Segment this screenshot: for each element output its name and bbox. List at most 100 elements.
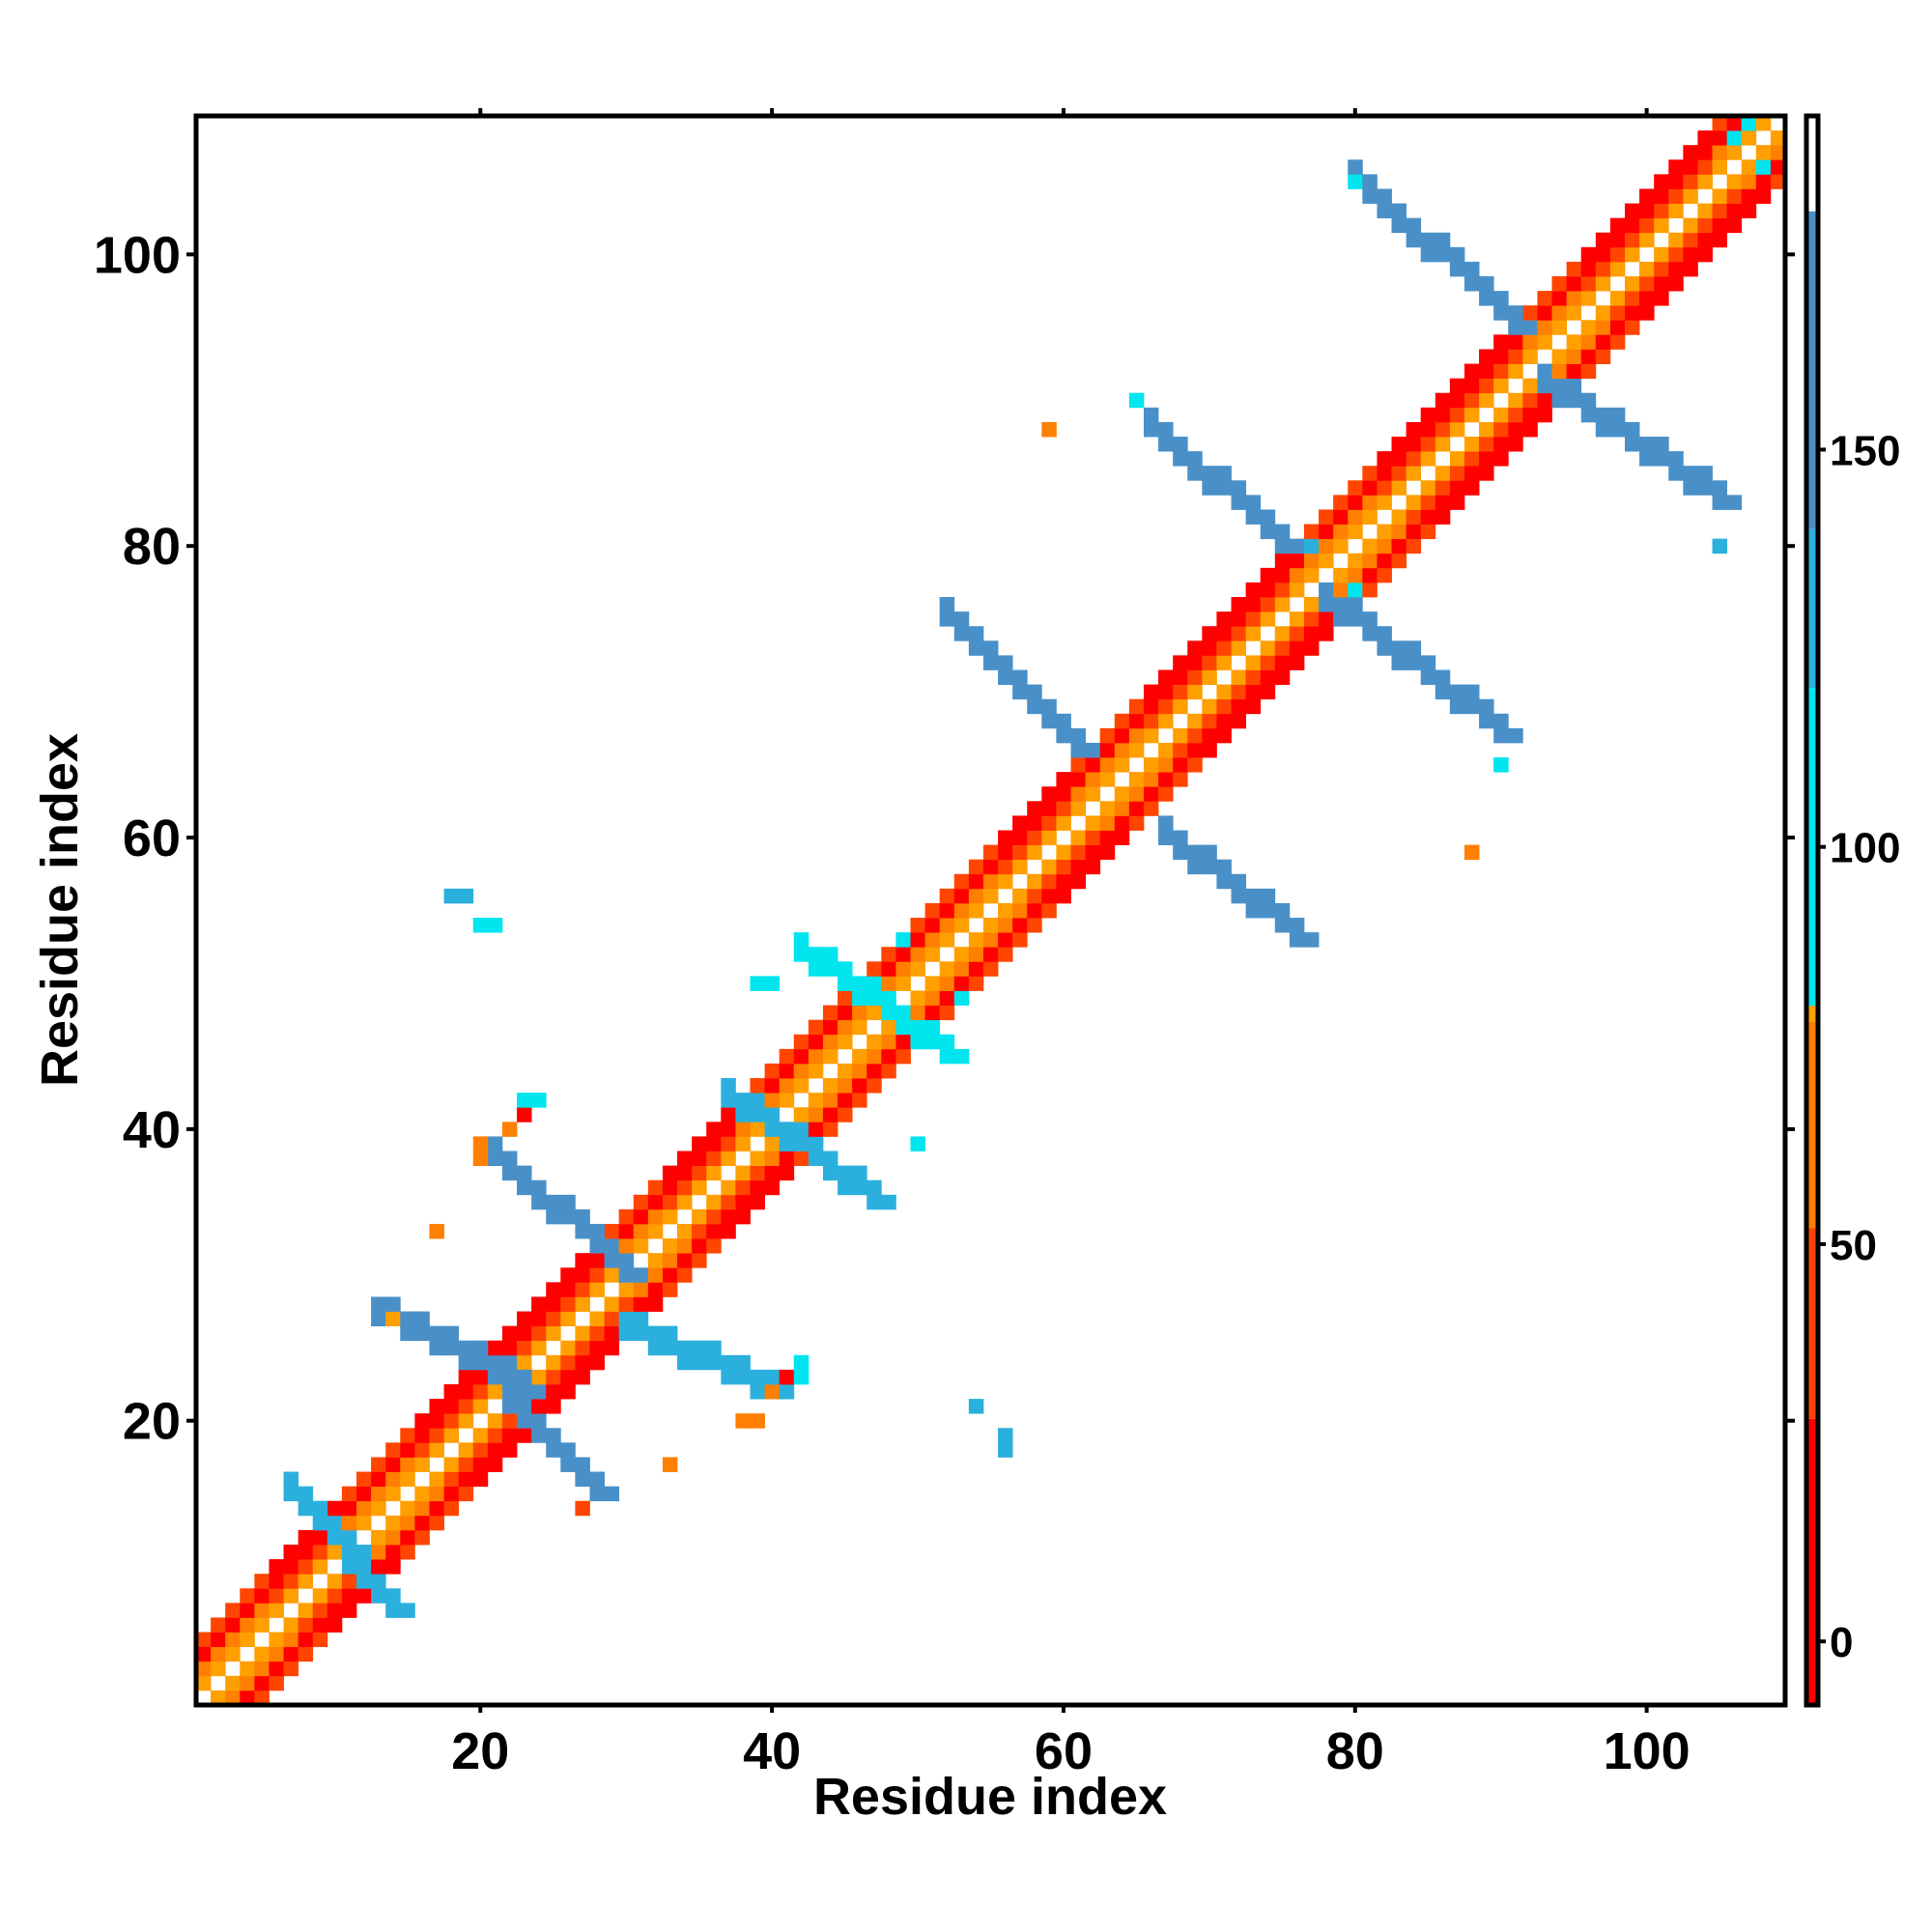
- heatmap-cell: [1508, 392, 1523, 409]
- heatmap-cell: [1537, 378, 1552, 394]
- heatmap-cell: [1493, 727, 1509, 744]
- heatmap-cell: [501, 1151, 518, 1167]
- heatmap-cell: [298, 1603, 314, 1618]
- heatmap-cell: [779, 1063, 795, 1079]
- heatmap-cell: [1406, 655, 1422, 670]
- heatmap-cell: [1391, 553, 1407, 569]
- heatmap-cell: [1158, 713, 1174, 729]
- heatmap-cell: [371, 1471, 386, 1488]
- heatmap-cell: [531, 1428, 547, 1443]
- heatmap-cell: [1245, 495, 1262, 510]
- heatmap-cell: [1609, 305, 1626, 321]
- heatmap-cell: [910, 1136, 925, 1151]
- heatmap-cell: [721, 1194, 736, 1210]
- heatmap-cell: [1303, 640, 1320, 656]
- heatmap-cell: [1202, 626, 1217, 641]
- heatmap-cell: [385, 1544, 401, 1560]
- heatmap-cell: [692, 1151, 707, 1167]
- heatmap-cell: [998, 844, 1013, 861]
- heatmap-cell: [1609, 232, 1626, 248]
- heatmap-cell: [269, 1675, 284, 1691]
- heatmap-cell: [1173, 757, 1188, 773]
- heatmap-cell: [1319, 597, 1334, 612]
- heatmap-cell: [575, 1369, 590, 1385]
- heatmap-cell: [487, 1413, 503, 1429]
- heatmap-cell: [982, 640, 999, 656]
- heatmap-cell: [647, 1267, 664, 1283]
- heatmap-cell: [1406, 538, 1422, 554]
- heatmap-cell: [779, 1151, 795, 1167]
- heatmap-cell: [575, 1325, 590, 1342]
- heatmap-cell: [341, 1500, 357, 1517]
- heatmap-cell: [1333, 524, 1349, 540]
- heatmap-cell: [808, 1048, 824, 1065]
- heatmap-cell: [1435, 466, 1451, 481]
- heatmap-cell: [1143, 772, 1159, 787]
- heatmap-cell: [721, 1078, 736, 1094]
- heatmap-cell: [1274, 538, 1291, 554]
- x-axis: 20 40 60 80 100: [451, 108, 1690, 1780]
- heatmap-cell: [764, 1107, 781, 1122]
- colorbar-tick-label: 100: [1830, 825, 1900, 872]
- heatmap-cell: [968, 640, 984, 656]
- heatmap-cell: [546, 1296, 561, 1312]
- heatmap-cell: [1406, 640, 1422, 656]
- heatmap-cell: [1348, 509, 1363, 525]
- heatmap-cell: [793, 1063, 810, 1079]
- heatmap-cell: [1012, 859, 1028, 875]
- heatmap-cell: [998, 902, 1013, 919]
- heatmap-cell: [1187, 859, 1203, 875]
- heatmap-cell: [1143, 801, 1159, 816]
- heatmap-cell: [779, 1093, 795, 1108]
- heatmap-cell: [852, 1005, 867, 1021]
- heatmap-cell: [1362, 495, 1378, 510]
- heatmap-cell: [575, 1253, 590, 1268]
- heatmap-cell: [924, 932, 941, 948]
- heatmap-cell: [1493, 378, 1509, 394]
- heatmap-cell: [692, 1208, 707, 1225]
- heatmap-cell: [1463, 466, 1480, 481]
- heatmap-cell: [750, 1383, 765, 1400]
- heatmap-cell: [1027, 815, 1042, 831]
- heatmap-cell: [371, 1311, 386, 1327]
- heatmap-cell: [1712, 203, 1728, 219]
- heatmap-cell: [1377, 553, 1392, 569]
- heatmap-cell: [998, 859, 1013, 875]
- heatmap-cell: [1202, 844, 1217, 861]
- heatmap-cell: [240, 1603, 255, 1618]
- heatmap-cell: [910, 918, 925, 933]
- heatmap-cell: [1639, 232, 1655, 248]
- heatmap-cell: [546, 1354, 561, 1371]
- heatmap-cell: [1289, 582, 1305, 598]
- heatmap-cell: [1187, 640, 1203, 656]
- x-tick-label: 60: [1035, 1722, 1093, 1780]
- heatmap-cell: [371, 1529, 386, 1546]
- plot-frame: [193, 113, 1788, 1708]
- heatmap-cell: [546, 1208, 561, 1225]
- heatmap-cell: [618, 1223, 635, 1239]
- heatmap-cell: [895, 932, 911, 948]
- heatmap-cell: [910, 1019, 925, 1036]
- heatmap-cell: [1070, 844, 1086, 861]
- heatmap-cell: [1274, 553, 1291, 569]
- y-tick-label: 40: [123, 1101, 181, 1159]
- heatmap-cell: [341, 1574, 357, 1589]
- heatmap-cell: [633, 1208, 649, 1225]
- heatmap-cell: [531, 1399, 547, 1414]
- heatmap-cell: [1624, 232, 1640, 248]
- heatmap-cell: [1479, 363, 1494, 380]
- heatmap-cell: [443, 1500, 460, 1517]
- heatmap-cell: [1187, 684, 1203, 700]
- heatmap-cell: [1741, 174, 1757, 189]
- heatmap-cell: [589, 1311, 605, 1327]
- heatmap-cell: [1187, 742, 1203, 758]
- heatmap-cell: [1624, 217, 1640, 234]
- heatmap-cell: [1712, 130, 1728, 146]
- heatmap-cell: [1303, 567, 1320, 583]
- heatmap-cell: [356, 1515, 372, 1531]
- heatmap-cell: [764, 1383, 781, 1400]
- heatmap-cell: [1260, 669, 1276, 685]
- heatmap-cell: [1391, 538, 1407, 554]
- heatmap-cell: [560, 1208, 576, 1225]
- y-axis: 20 40 60 80 100: [94, 226, 1795, 1451]
